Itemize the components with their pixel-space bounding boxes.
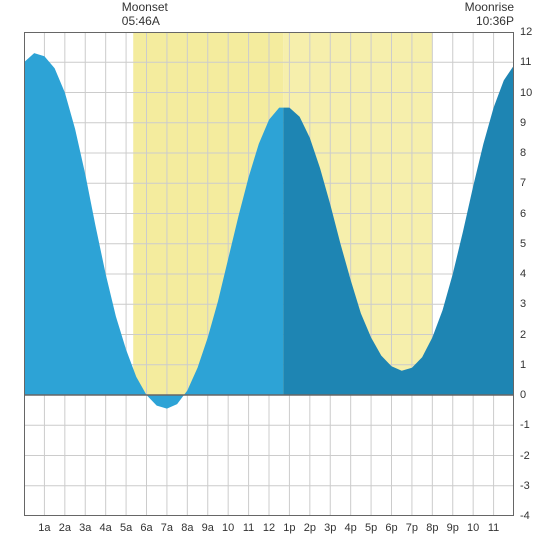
x-tick-label: 1p	[283, 522, 295, 534]
moonrise-title: Moonrise	[465, 0, 514, 14]
y-tick-label: 0	[520, 389, 526, 401]
x-tick-label: 3a	[79, 522, 91, 534]
moonrise-time: 10:36P	[465, 14, 514, 28]
chart-wrapper: Moonset 05:46A Moonrise 10:36P -4 -3 -2 -1 0…	[0, 0, 550, 550]
tide-chart-plot	[24, 32, 514, 516]
moonset-label: Moonset 05:46A	[122, 0, 168, 28]
y-tick-label: 7	[520, 177, 526, 189]
x-tick-label: 8p	[426, 522, 438, 534]
y-tick-label: 6	[520, 208, 526, 220]
x-tick-label: 9a	[202, 522, 214, 534]
x-tick-label: 4p	[345, 522, 357, 534]
y-tick-label: 10	[520, 87, 532, 99]
x-tick-label: 5a	[120, 522, 132, 534]
y-tick-label: -4	[520, 510, 530, 522]
y-tick-label: 9	[520, 117, 526, 129]
x-tick-label: 4a	[100, 522, 112, 534]
x-tick-label: 7p	[406, 522, 418, 534]
y-tick-label: 5	[520, 238, 526, 250]
x-tick-label: 7a	[161, 522, 173, 534]
moonset-title: Moonset	[122, 0, 168, 14]
x-tick-label: 9p	[447, 522, 459, 534]
y-tick-label: -3	[520, 480, 530, 492]
y-tick-label: -2	[520, 450, 530, 462]
x-tick-label: 12	[263, 522, 275, 534]
x-tick-label: 5p	[365, 522, 377, 534]
x-tick-label: 2a	[59, 522, 71, 534]
x-tick-label: 2p	[304, 522, 316, 534]
y-tick-label: 1	[520, 359, 526, 371]
y-tick-label: 2	[520, 329, 526, 341]
y-tick-label: 3	[520, 298, 526, 310]
x-tick-label: 3p	[324, 522, 336, 534]
moonset-time: 05:46A	[122, 14, 168, 28]
y-tick-label: 11	[520, 56, 531, 68]
x-tick-label: 11	[488, 522, 499, 534]
moonrise-label: Moonrise 10:36P	[465, 0, 514, 28]
x-tick-label: 6a	[140, 522, 152, 534]
tide-chart-svg	[24, 32, 514, 516]
y-tick-label: 8	[520, 147, 526, 159]
x-tick-label: 1a	[38, 522, 50, 534]
y-tick-label: 12	[520, 26, 532, 38]
y-tick-label: 4	[520, 268, 526, 280]
y-tick-label: -1	[520, 419, 530, 431]
x-tick-label: 6p	[385, 522, 397, 534]
x-tick-label: 10	[222, 522, 234, 534]
x-tick-label: 10	[467, 522, 479, 534]
x-tick-label: 11	[243, 522, 254, 534]
x-tick-label: 8a	[181, 522, 193, 534]
